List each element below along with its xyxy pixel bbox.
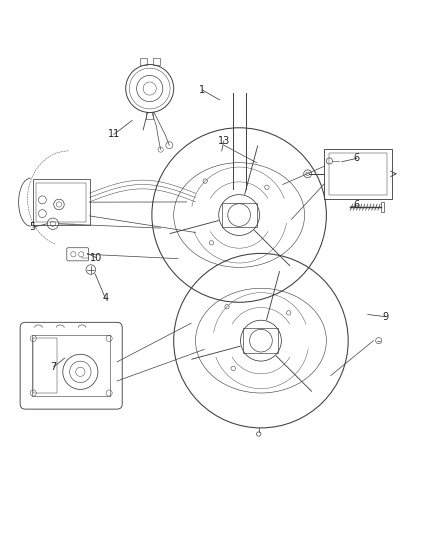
Bar (33, 338, 57, 393)
Text: 10: 10 (90, 253, 102, 263)
Text: 1: 1 (198, 85, 205, 95)
Text: 4: 4 (102, 293, 108, 303)
Text: 13: 13 (217, 136, 230, 146)
Bar (323, 149, 391, 199)
Bar (380, 202, 384, 213)
Bar (36, 183, 86, 222)
Bar (152, 58, 159, 66)
Bar (328, 153, 387, 195)
Text: 7: 7 (50, 362, 57, 372)
Text: 9: 9 (381, 312, 388, 322)
Bar (33, 179, 89, 225)
Bar (32, 335, 110, 396)
Bar (221, 203, 256, 227)
Text: 11: 11 (108, 130, 120, 139)
Bar (146, 111, 153, 119)
Bar (139, 58, 146, 66)
Text: 5: 5 (30, 222, 36, 232)
Text: 6: 6 (353, 200, 359, 211)
Bar (243, 328, 278, 353)
Text: 6: 6 (353, 154, 359, 163)
